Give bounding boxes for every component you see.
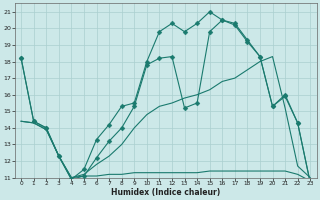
X-axis label: Humidex (Indice chaleur): Humidex (Indice chaleur) xyxy=(111,188,220,197)
